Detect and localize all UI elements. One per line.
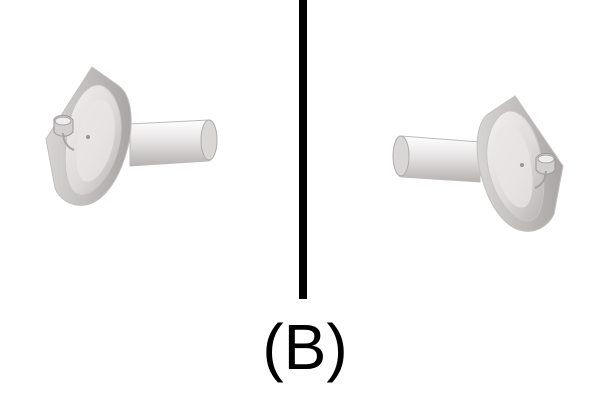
right-shower-head-icon xyxy=(392,95,564,232)
figure-label: (B) xyxy=(262,311,348,383)
left-shower-head-icon xyxy=(45,66,218,206)
panel-divider xyxy=(299,0,307,299)
